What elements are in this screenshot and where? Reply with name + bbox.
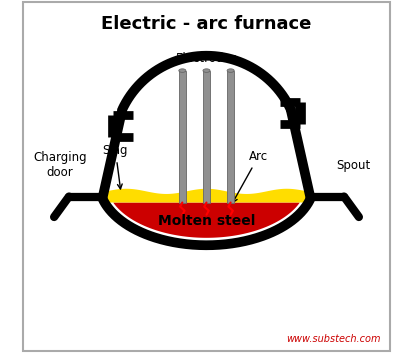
Text: Electric - arc furnace: Electric - arc furnace	[101, 15, 312, 33]
Text: Slag: Slag	[103, 144, 128, 189]
Ellipse shape	[227, 69, 234, 72]
Text: www.substech.com: www.substech.com	[287, 334, 381, 344]
Bar	[227, 71, 234, 203]
Text: Electrodes: Electrodes	[176, 52, 237, 65]
Text: Charging
door: Charging door	[33, 151, 87, 179]
Polygon shape	[114, 203, 299, 238]
Bar	[179, 71, 186, 203]
Text: Molten steel: Molten steel	[158, 214, 255, 228]
Text: Spout: Spout	[336, 159, 370, 172]
Ellipse shape	[203, 69, 210, 72]
Text: Arc: Arc	[233, 150, 268, 202]
Ellipse shape	[179, 69, 186, 72]
Polygon shape	[106, 189, 307, 203]
Bar	[203, 71, 210, 203]
